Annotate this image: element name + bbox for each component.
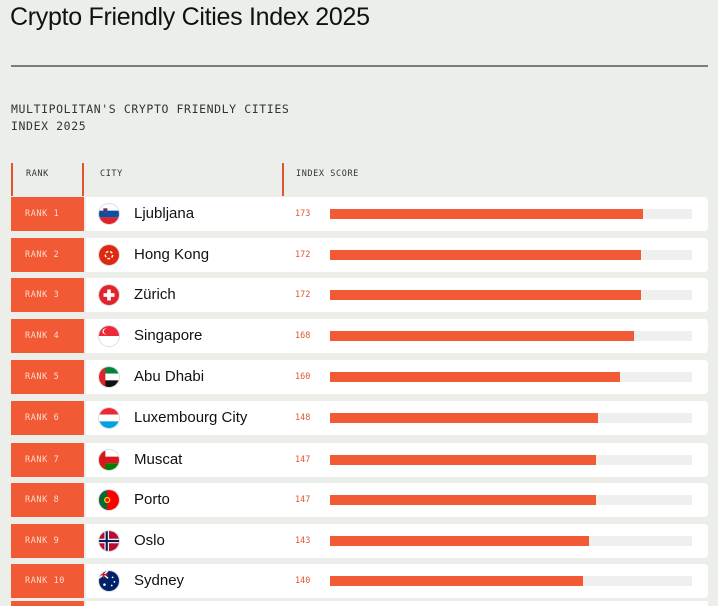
table-row: RANK 1 Ljubljana 173 (11, 197, 708, 231)
next-row-rank-edge (11, 601, 84, 606)
uae-flag-icon (98, 366, 120, 388)
row-body: Abu Dhabi 160 (86, 360, 708, 394)
row-body: Sydney 140 (86, 564, 708, 598)
city-label: Muscat (134, 451, 183, 468)
table-row: RANK 8 Porto 147 (11, 483, 708, 517)
luxembourg-flag-icon (98, 407, 120, 429)
rank-label: RANK 1 (11, 197, 84, 231)
rank-label: RANK 4 (11, 319, 84, 353)
page-title: Crypto Friendly Cities Index 2025 (10, 3, 370, 31)
rank-label: RANK 8 (11, 483, 84, 517)
row-body: Hong Kong 172 (86, 238, 708, 272)
rank-label: RANK 9 (11, 524, 84, 558)
score-label: 147 (295, 455, 311, 465)
hong-kong-flag-icon (98, 244, 120, 266)
score-bar (330, 413, 598, 423)
row-body: Singapore 168 (86, 319, 708, 353)
rank-label: RANK 2 (11, 238, 84, 272)
score-track (330, 413, 692, 423)
score-bar (330, 455, 596, 465)
score-bar (330, 331, 634, 341)
rank-label: RANK 10 (11, 564, 84, 598)
table-row: RANK 7 Muscat 147 (11, 443, 708, 477)
rank-label: RANK 6 (11, 401, 84, 435)
score-track (330, 290, 692, 300)
score-bar (330, 372, 620, 382)
portugal-flag-icon (98, 489, 120, 511)
next-row-body-edge (86, 601, 708, 606)
table-row: RANK 5 Abu Dhabi 160 (11, 360, 708, 394)
header-index-score: INDEX SCORE (282, 163, 402, 196)
switzerland-flag-icon (98, 284, 120, 306)
chart-subtitle: MULTIPOLITAN'S CRYPTO FRIENDLY CITIES IN… (11, 102, 290, 133)
table-row: RANK 6 Luxembourg City 148 (11, 401, 708, 435)
rank-label: RANK 5 (11, 360, 84, 394)
score-bar (330, 290, 641, 300)
score-track (330, 536, 692, 546)
score-bar (330, 536, 589, 546)
city-label: Ljubljana (134, 205, 195, 222)
city-label: Luxembourg City (134, 409, 248, 426)
city-label: Hong Kong (134, 246, 210, 263)
norway-flag-icon (98, 530, 120, 552)
row-body: Muscat 147 (86, 443, 708, 477)
row-body: Porto 147 (86, 483, 708, 517)
singapore-flag-icon (98, 325, 120, 347)
city-label: Sydney (134, 572, 185, 589)
score-label: 148 (295, 413, 311, 423)
rank-label: RANK 3 (11, 278, 84, 312)
rank-label: RANK 7 (11, 443, 84, 477)
score-label: 147 (295, 495, 311, 505)
score-label: 160 (295, 372, 311, 382)
score-label: 143 (295, 536, 311, 546)
score-track (330, 495, 692, 505)
title-divider (11, 65, 708, 67)
city-label: Zürich (134, 286, 176, 303)
score-bar (330, 209, 643, 219)
score-track (330, 250, 692, 260)
score-bar (330, 576, 583, 586)
city-label: Porto (134, 491, 170, 508)
table-row: RANK 4 Singapore 168 (11, 319, 708, 353)
score-track (330, 576, 692, 586)
city-label: Singapore (134, 327, 203, 344)
score-label: 172 (295, 290, 311, 300)
row-body: Ljubljana 173 (86, 197, 708, 231)
row-body: Oslo 143 (86, 524, 708, 558)
score-track (330, 372, 692, 382)
score-label: 168 (295, 331, 311, 341)
australia-flag-icon (98, 570, 120, 592)
table-row: RANK 10 Sydney 140 (11, 564, 708, 598)
table-row: RANK 9 Oslo 143 (11, 524, 708, 558)
score-bar (330, 250, 641, 260)
score-label: 140 (295, 576, 311, 586)
score-track (330, 209, 692, 219)
table-row: RANK 3 Zürich 172 (11, 278, 708, 312)
row-body: Luxembourg City 148 (86, 401, 708, 435)
score-label: 173 (295, 209, 311, 219)
header-city: CITY (100, 169, 123, 179)
oman-flag-icon (98, 449, 120, 471)
table-row: RANK 2 Hong Kong 172 (11, 238, 708, 272)
city-label: Abu Dhabi (134, 368, 205, 385)
score-track (330, 331, 692, 341)
slovenia-flag-icon (98, 203, 120, 225)
score-bar (330, 495, 596, 505)
score-track (330, 455, 692, 465)
score-label: 172 (295, 250, 311, 260)
row-body: Zürich 172 (86, 278, 708, 312)
header-rank: RANK (11, 163, 84, 196)
city-label: Oslo (134, 532, 165, 549)
